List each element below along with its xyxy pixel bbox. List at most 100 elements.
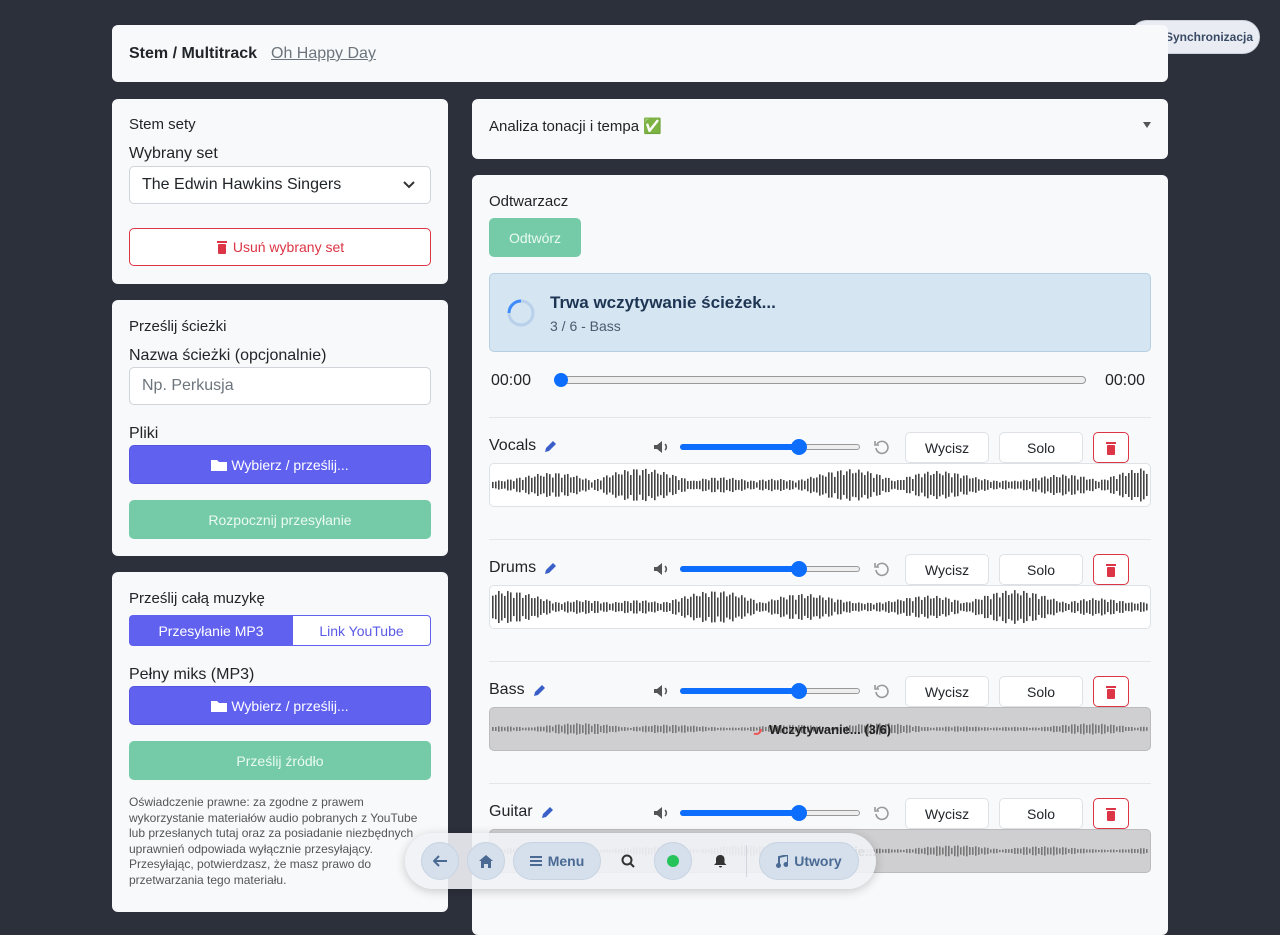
waveform-bar <box>615 725 617 733</box>
waveform-bar <box>984 847 986 855</box>
speaker-icon[interactable] <box>653 684 671 698</box>
delete-track-button[interactable] <box>1093 798 1129 829</box>
choose-mix-button[interactable]: Wybierz / prześlij... <box>129 686 431 725</box>
waveform-bar <box>507 591 509 623</box>
waveform-bar <box>558 602 560 612</box>
waveform-bar <box>1029 727 1031 731</box>
volume-thumb[interactable] <box>790 561 807 577</box>
back-button[interactable] <box>421 842 459 880</box>
set-select[interactable]: The Edwin Hawkins Singers <box>129 166 431 204</box>
reset-icon[interactable] <box>873 805 889 821</box>
volume-thumb[interactable] <box>790 683 807 699</box>
volume-fill <box>680 566 799 572</box>
search-icon[interactable] <box>621 854 635 868</box>
start-upload-button[interactable]: Rozpocznij przesyłanie <box>129 500 431 539</box>
waveform-bar <box>1062 847 1064 855</box>
speaker-icon[interactable] <box>653 806 671 820</box>
bell-icon[interactable] <box>714 854 727 868</box>
waveform-bar <box>1104 599 1106 615</box>
solo-button[interactable]: Solo <box>999 432 1083 463</box>
waveform-bar <box>573 601 575 613</box>
submit-source-button[interactable]: Prześlij źródło <box>129 741 431 780</box>
mute-button[interactable]: Wycisz <box>905 432 989 463</box>
reset-icon[interactable] <box>873 439 889 455</box>
speaker-icon[interactable] <box>653 562 671 576</box>
mute-button[interactable]: Wycisz <box>905 554 989 585</box>
delete-track-button[interactable] <box>1093 676 1129 707</box>
waveform-bar <box>846 601 848 613</box>
waveform-bar <box>975 598 977 616</box>
reset-icon[interactable] <box>873 561 889 577</box>
volume-thumb[interactable] <box>790 439 807 455</box>
play-button[interactable]: Odtwórz <box>489 218 581 257</box>
menu-label: Menu <box>547 853 585 869</box>
songs-button[interactable]: Utwory <box>759 842 859 880</box>
tab-youtube[interactable]: Link YouTube <box>292 615 431 646</box>
waveform-bar <box>903 726 905 732</box>
mute-button[interactable]: Wycisz <box>905 676 989 707</box>
edit-icon[interactable] <box>541 805 555 819</box>
waveform-bar <box>777 480 779 490</box>
disclaimer: Oświadczenie prawne: za zgodne z prawem … <box>129 795 418 887</box>
waveform-bar <box>663 471 665 499</box>
placeholder: Np. Perkusja <box>142 377 234 394</box>
progress-track[interactable] <box>561 376 1086 384</box>
progress-thumb[interactable] <box>554 373 568 387</box>
waveform-bar <box>1119 601 1121 613</box>
waveform-bar <box>1026 727 1028 731</box>
home-button[interactable] <box>467 842 505 880</box>
solo-button[interactable]: Solo <box>999 554 1083 585</box>
waveform-bar <box>1107 850 1109 852</box>
chat-button[interactable] <box>654 842 692 880</box>
waveform-bar <box>1041 596 1043 618</box>
waveform-bar <box>960 847 962 855</box>
tab-mp3[interactable]: Przesyłanie MP3 <box>129 615 293 646</box>
waveform-bar <box>891 849 893 853</box>
track-name-row: Bass <box>489 681 547 699</box>
menu-button[interactable]: Menu <box>513 842 601 880</box>
waveform-bar <box>1011 848 1013 854</box>
analysis-card[interactable]: Analiza tonacji i tempa ✅ <box>472 99 1168 159</box>
waveform-bar <box>672 724 674 734</box>
mute-label: Wycisz <box>924 561 970 578</box>
waveform-bar <box>807 595 809 619</box>
choose-files-button[interactable]: Wybierz / prześlij... <box>129 445 431 484</box>
waveform-bar <box>717 727 719 731</box>
waveform-bar <box>516 726 518 732</box>
waveform-bar <box>573 724 575 734</box>
waveform-bar <box>1095 600 1097 614</box>
mute-button[interactable]: Wycisz <box>905 798 989 829</box>
edit-icon[interactable] <box>544 439 558 453</box>
track-name-input[interactable]: Np. Perkusja <box>129 367 431 405</box>
waveform-bar <box>900 849 902 853</box>
waveform-bar <box>498 590 500 624</box>
waveform-bar <box>759 480 761 490</box>
waveform-bar <box>1026 847 1028 855</box>
solo-button[interactable]: Solo <box>999 676 1083 707</box>
waveform-bar <box>561 604 563 610</box>
waveform-bar <box>492 727 494 731</box>
edit-icon[interactable] <box>533 683 547 697</box>
waveform-bar <box>993 480 995 490</box>
waveform-bar <box>552 603 554 611</box>
waveform-bar <box>600 603 602 611</box>
waveform-bar <box>1047 478 1049 492</box>
expand-caret <box>1143 122 1151 128</box>
song-link[interactable]: Oh Happy Day <box>271 45 376 62</box>
edit-icon[interactable] <box>544 561 558 575</box>
delete-track-button[interactable] <box>1093 554 1129 585</box>
player-card: Odtwarzacz Odtwórz Trwa wczytywanie ście… <box>472 175 1168 935</box>
waveform-svg <box>492 723 1148 735</box>
waveform-bar <box>966 726 968 732</box>
waveform-bar <box>927 595 929 619</box>
waveform-bar <box>567 723 569 735</box>
waveform-bar <box>567 473 569 497</box>
delete-set-button[interactable]: Usuń wybrany set <box>129 228 431 266</box>
play-label: Odtwórz <box>508 229 562 246</box>
volume-thumb[interactable] <box>790 805 807 821</box>
delete-track-button[interactable] <box>1093 432 1129 463</box>
speaker-icon[interactable] <box>653 440 671 454</box>
folder-icon <box>211 700 228 712</box>
reset-icon[interactable] <box>873 683 889 699</box>
solo-button[interactable]: Solo <box>999 798 1083 829</box>
